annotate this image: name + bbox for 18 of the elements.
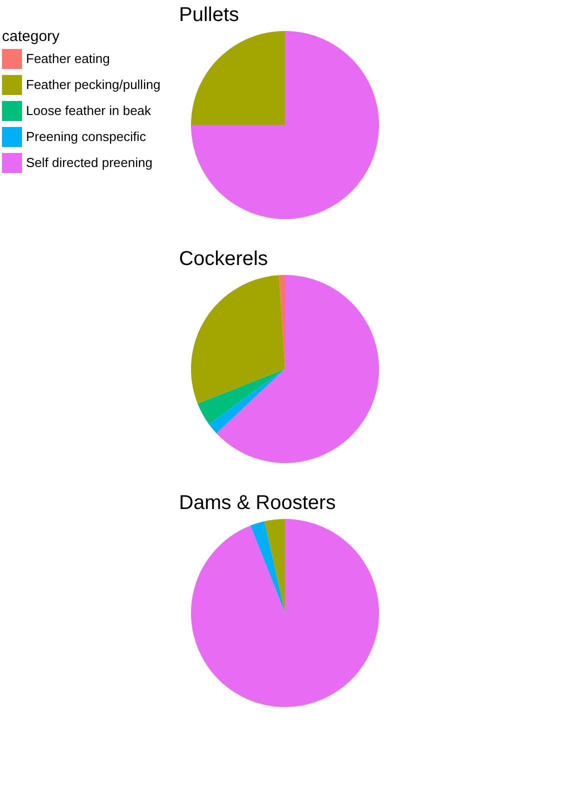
chart-title: Cockerels — [179, 248, 268, 270]
legend-title: category — [2, 28, 60, 45]
pie-slice — [191, 31, 379, 219]
chart-title: Dams & Roosters — [179, 492, 336, 514]
pie-slice — [208, 369, 285, 434]
legend-label: Feather pecking/pulling — [26, 77, 160, 92]
pie-slice — [264, 519, 285, 613]
pie-slice — [191, 31, 285, 125]
legend-label: Feather eating — [26, 51, 110, 66]
legend-label: Preening conspecific — [26, 129, 146, 144]
legend-label: Self directed preening — [26, 155, 152, 170]
pie-slice — [216, 275, 379, 463]
pie-slice — [191, 519, 379, 707]
legend-label: Loose feather in beak — [26, 103, 152, 118]
pie-slice — [198, 369, 285, 424]
chart-title: Pullets — [179, 4, 240, 26]
pie-slice — [191, 275, 285, 404]
pie-slice — [250, 521, 285, 613]
